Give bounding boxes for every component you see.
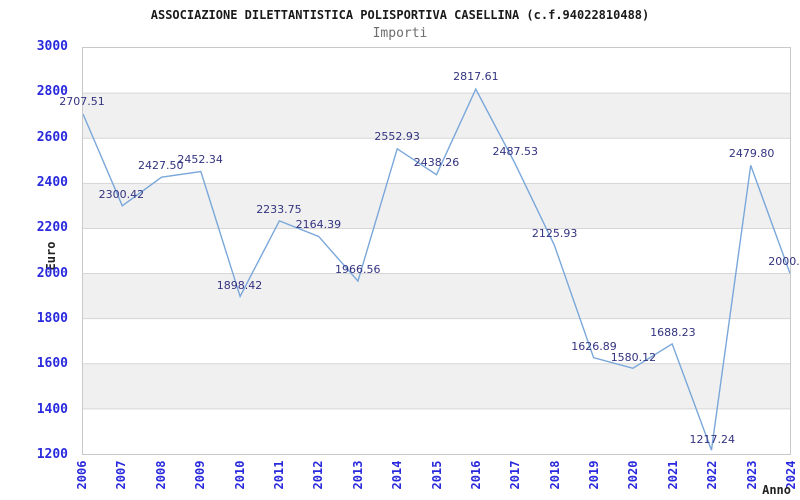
data-point-label: 2452.34 <box>177 153 223 167</box>
chart-subtitle: Importi <box>372 26 428 41</box>
plot-area <box>82 47 791 455</box>
data-point-label: 2438.26 <box>413 156 460 170</box>
data-point-label: 2427.50 <box>138 158 184 172</box>
x-tick-label: 2007 <box>114 460 129 490</box>
x-tick-label: 2014 <box>390 460 405 490</box>
x-tick-label: 2015 <box>429 460 444 490</box>
x-tick-label: 2008 <box>153 460 168 490</box>
x-tick-label: 2017 <box>508 460 523 490</box>
data-point-label: 1898.42 <box>216 278 263 292</box>
data-point-label: 2552.93 <box>374 130 420 144</box>
data-point-label: 2487.53 <box>492 145 539 159</box>
band-stripe <box>83 273 790 319</box>
data-point-label: 2233.75 <box>256 202 302 216</box>
band-stripe <box>83 363 790 409</box>
data-point-label: 2707.51 <box>59 95 105 109</box>
y-tick-label: 2400 <box>36 175 68 190</box>
x-tick-label: 2010 <box>232 460 247 490</box>
y-tick-label: 2600 <box>36 129 68 145</box>
x-tick-label: 2013 <box>350 460 365 490</box>
data-point-label: 1580.12 <box>610 350 657 364</box>
data-point-label: 2300.42 <box>98 187 145 201</box>
data-point-label: 2479.80 <box>728 146 775 160</box>
y-tick-label: 2200 <box>36 220 68 236</box>
y-tick-label: 1200 <box>36 447 68 462</box>
x-tick-label: 2006 <box>75 460 89 490</box>
data-point-label: 1688.23 <box>650 326 696 340</box>
x-tick-label: 2016 <box>468 460 483 490</box>
x-tick-label: 2019 <box>587 460 602 490</box>
y-tick-label: 1800 <box>36 311 68 326</box>
y-tick-label: 1600 <box>36 356 68 372</box>
x-tick-label: 2009 <box>193 460 208 490</box>
band-stripe <box>83 93 790 139</box>
x-axis-title: Anno <box>762 483 791 497</box>
data-point-label: 2164.39 <box>295 218 342 232</box>
data-point-label: 2000.94 <box>768 255 800 269</box>
data-point-label: 2817.61 <box>453 70 499 84</box>
x-tick-label: 2023 <box>744 460 759 490</box>
data-point-label: 2125.93 <box>531 227 578 241</box>
x-tick-label: 2022 <box>705 460 720 490</box>
data-point-label: 1966.56 <box>334 263 381 277</box>
x-tick-label: 2018 <box>547 460 562 490</box>
chart-title: ASSOCIAZIONE DILETTANTISTICA POLISPORTIV… <box>150 8 650 22</box>
band-stripe <box>83 183 790 229</box>
x-tick-label: 2020 <box>626 460 641 490</box>
y-tick-label: 2800 <box>36 84 68 100</box>
y-tick-label: 1400 <box>36 401 68 417</box>
x-tick-label: 2021 <box>665 460 680 490</box>
data-point-label: 1626.89 <box>571 340 617 354</box>
data-point-label: 1217.24 <box>689 433 735 447</box>
y-tick-label: 3000 <box>36 39 68 54</box>
line-series <box>83 87 790 451</box>
x-tick-label: 2012 <box>311 460 326 490</box>
x-tick-label: 2011 <box>271 460 286 490</box>
y-tick-label: 2000 <box>36 265 68 281</box>
line-chart-canvas <box>83 87 790 451</box>
